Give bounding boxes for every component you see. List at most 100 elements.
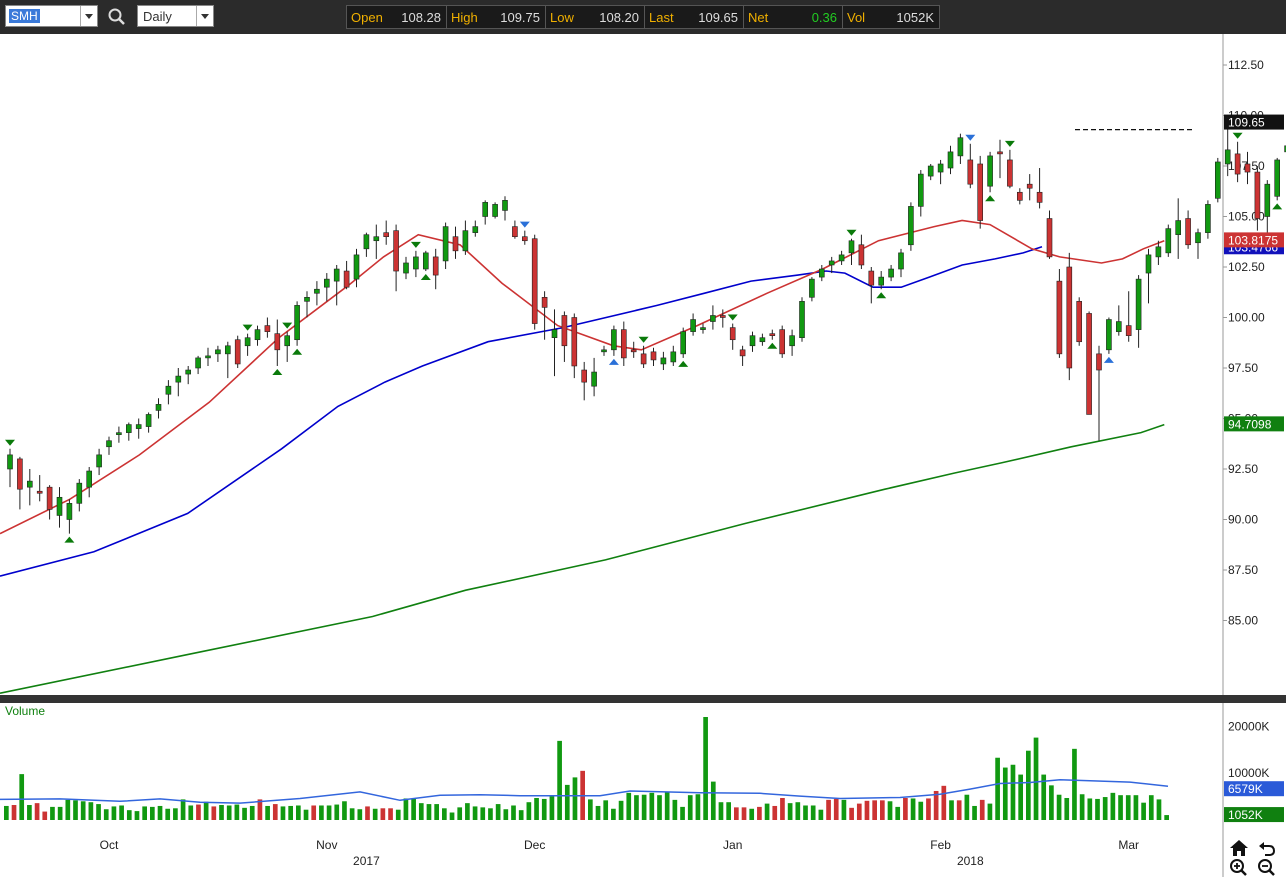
chevron-down-icon[interactable] xyxy=(80,6,97,26)
x-axis-month-label: Nov xyxy=(316,838,337,852)
volume-bar xyxy=(426,804,432,820)
x-axis-month-label: Jan xyxy=(723,838,742,852)
volume-bar xyxy=(42,811,48,820)
candle-body xyxy=(314,288,320,294)
volume-bar xyxy=(918,801,924,820)
candle-body xyxy=(1056,280,1063,355)
candle-body xyxy=(838,254,845,262)
volume-bar xyxy=(549,796,555,820)
volume-bar xyxy=(1026,750,1031,820)
candle-body xyxy=(700,327,706,330)
volume-bar xyxy=(388,808,393,820)
volume-bar xyxy=(457,807,463,820)
candle-body xyxy=(46,486,53,510)
search-icon[interactable] xyxy=(107,7,127,27)
undo-icon[interactable] xyxy=(1256,838,1278,858)
candle-body xyxy=(868,270,875,286)
volume-bar xyxy=(503,809,509,820)
volume-bar xyxy=(334,804,340,820)
candle-body xyxy=(1224,149,1231,165)
price-axis-tick: 90.00 xyxy=(1228,513,1258,527)
candle-body xyxy=(1175,220,1181,235)
candle-body xyxy=(36,490,43,494)
volume-title: Volume xyxy=(5,704,45,718)
quote-open: Open 108.28 xyxy=(347,6,447,28)
volume-bar xyxy=(1072,748,1077,820)
pivot-marker-up xyxy=(1103,356,1114,363)
candle-body xyxy=(96,454,102,468)
candle-body xyxy=(749,335,756,347)
candle-body xyxy=(225,345,231,355)
volume-bar xyxy=(380,808,386,820)
price-chart[interactable]: 112.50110.00107.50105.00102.50100.0097.5… xyxy=(0,34,1286,695)
volume-bar xyxy=(150,806,155,820)
home-icon[interactable] xyxy=(1228,838,1250,858)
quote-vol-label: Vol xyxy=(847,10,866,25)
candle-body xyxy=(502,200,508,211)
candle-body xyxy=(650,351,657,361)
candle-body xyxy=(957,137,964,157)
volume-bar xyxy=(856,803,862,820)
candle-body xyxy=(581,369,588,383)
candle-body xyxy=(759,337,766,343)
last-volume-label: 1052K xyxy=(1228,808,1263,822)
volume-bar xyxy=(349,808,355,820)
volume-bar xyxy=(734,807,739,820)
candle-body xyxy=(1155,246,1162,258)
volume-bar xyxy=(803,805,808,820)
interval-select[interactable]: Daily xyxy=(137,5,214,27)
volume-bar xyxy=(65,799,71,820)
volume-bar xyxy=(180,799,186,820)
quote-vol-value: 1052K xyxy=(896,10,934,25)
candle-body xyxy=(1125,325,1132,336)
candle-body xyxy=(888,268,894,278)
pivot-marker-up xyxy=(767,342,778,349)
volume-bar xyxy=(326,805,332,820)
candle-body xyxy=(264,325,271,332)
volume-bar xyxy=(557,740,562,820)
volume-bar xyxy=(11,805,17,820)
zoom-out-icon[interactable] xyxy=(1256,858,1278,878)
pivot-marker-up xyxy=(272,368,283,375)
chevron-down-icon[interactable] xyxy=(196,6,213,26)
volume-bar xyxy=(234,804,240,820)
pivot-marker-down xyxy=(1004,140,1015,147)
volume-bar xyxy=(564,784,570,820)
candle-body xyxy=(908,206,914,246)
zoom-in-icon[interactable] xyxy=(1228,858,1250,878)
volume-bar xyxy=(19,774,25,820)
volume-bar xyxy=(1041,774,1047,820)
candle-body xyxy=(878,276,885,286)
volume-bar xyxy=(680,806,685,820)
volume-bar xyxy=(572,777,578,820)
candle-body xyxy=(343,270,350,288)
volume-axis-tick: 10000K xyxy=(1228,766,1269,780)
interval-value: Daily xyxy=(143,9,172,24)
candle-body xyxy=(482,202,489,217)
volume-bar xyxy=(165,808,171,820)
quote-low-label: Low xyxy=(550,10,574,25)
volume-bar xyxy=(910,798,916,820)
volume-bar xyxy=(272,804,278,820)
volume-bar xyxy=(726,802,731,820)
volume-average-label-bg xyxy=(1224,781,1284,797)
volume-bar xyxy=(695,794,701,820)
symbol-input[interactable]: SMH xyxy=(5,5,98,27)
candle-body xyxy=(591,371,597,387)
candle-body xyxy=(531,238,538,324)
candle-body xyxy=(432,256,439,276)
volume-bar xyxy=(841,799,847,820)
volume-bar xyxy=(1087,798,1093,820)
sma-20-value-label: 103.8175 xyxy=(1228,233,1278,247)
panel-separator[interactable] xyxy=(0,695,1286,703)
volume-chart[interactable]: Volume 20000K 10000K 6579K 1052K Oct Nov Dec J… xyxy=(0,703,1286,877)
candle-body xyxy=(818,268,825,278)
candle-body xyxy=(947,151,954,169)
candle-body xyxy=(937,163,944,173)
candle-body xyxy=(1016,191,1023,201)
candle-body xyxy=(620,329,627,359)
volume-bar xyxy=(903,797,908,820)
volume-bar xyxy=(1141,802,1146,820)
candle-body xyxy=(472,226,479,233)
volume-bar xyxy=(710,781,716,820)
